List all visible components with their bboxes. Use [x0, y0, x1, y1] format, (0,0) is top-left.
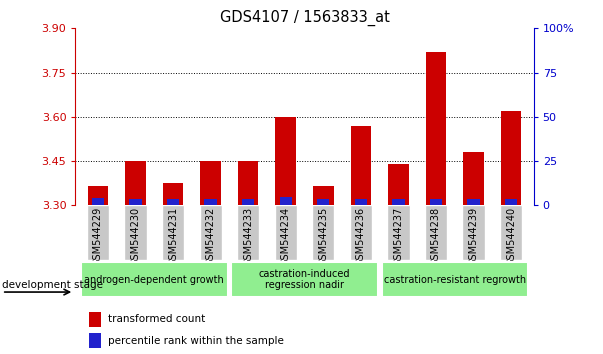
Bar	[81, 262, 227, 297]
Bar	[87, 205, 109, 260]
Text: GSM544240: GSM544240	[506, 207, 516, 266]
Bar	[500, 111, 522, 205]
Bar	[242, 199, 254, 205]
Text: castration-resistant regrowth: castration-resistant regrowth	[384, 275, 526, 285]
Text: GSM544238: GSM544238	[431, 207, 441, 266]
Text: GSM544237: GSM544237	[393, 207, 403, 266]
Bar	[162, 205, 184, 260]
Bar	[382, 262, 528, 297]
Bar	[167, 199, 179, 205]
Text: percentile rank within the sample: percentile rank within the sample	[108, 336, 283, 346]
Bar	[350, 205, 372, 260]
Bar	[280, 197, 292, 205]
Text: GSM544239: GSM544239	[469, 207, 479, 266]
Bar	[350, 126, 371, 205]
Text: GSM544230: GSM544230	[130, 207, 140, 266]
Bar	[276, 117, 296, 205]
Text: GSM544229: GSM544229	[93, 207, 103, 266]
Bar	[425, 205, 447, 260]
Bar	[129, 199, 142, 205]
Bar	[232, 262, 377, 297]
Bar	[387, 205, 409, 260]
Bar	[89, 312, 101, 327]
Text: androgen-dependent growth: androgen-dependent growth	[84, 275, 224, 285]
Bar	[467, 199, 480, 205]
Text: GSM544233: GSM544233	[243, 207, 253, 266]
Bar	[312, 205, 335, 260]
Bar	[124, 205, 147, 260]
Bar	[237, 205, 259, 260]
Text: GSM544232: GSM544232	[206, 207, 216, 266]
Bar	[388, 164, 409, 205]
Bar	[463, 152, 484, 205]
Bar	[163, 183, 183, 205]
Bar	[92, 198, 104, 205]
Title: GDS4107 / 1563833_at: GDS4107 / 1563833_at	[219, 9, 390, 25]
Bar	[313, 186, 333, 205]
Bar	[500, 205, 522, 260]
Text: GSM544236: GSM544236	[356, 207, 366, 266]
Bar	[463, 205, 485, 260]
Text: transformed count: transformed count	[108, 314, 205, 325]
Bar	[125, 161, 146, 205]
Text: castration-induced
regression nadir: castration-induced regression nadir	[259, 269, 350, 291]
Bar	[430, 199, 442, 205]
Bar	[392, 199, 405, 205]
Text: GSM544235: GSM544235	[318, 207, 328, 266]
Bar	[89, 333, 101, 348]
Text: GSM544231: GSM544231	[168, 207, 178, 266]
Bar	[87, 186, 109, 205]
Bar	[200, 205, 222, 260]
Bar	[317, 199, 329, 205]
Bar	[505, 199, 517, 205]
Bar	[238, 161, 259, 205]
Text: GSM544234: GSM544234	[281, 207, 291, 266]
Bar	[426, 52, 446, 205]
Bar	[355, 199, 367, 205]
Bar	[204, 199, 217, 205]
Bar	[274, 205, 297, 260]
Bar	[200, 161, 221, 205]
Text: development stage: development stage	[2, 280, 103, 290]
